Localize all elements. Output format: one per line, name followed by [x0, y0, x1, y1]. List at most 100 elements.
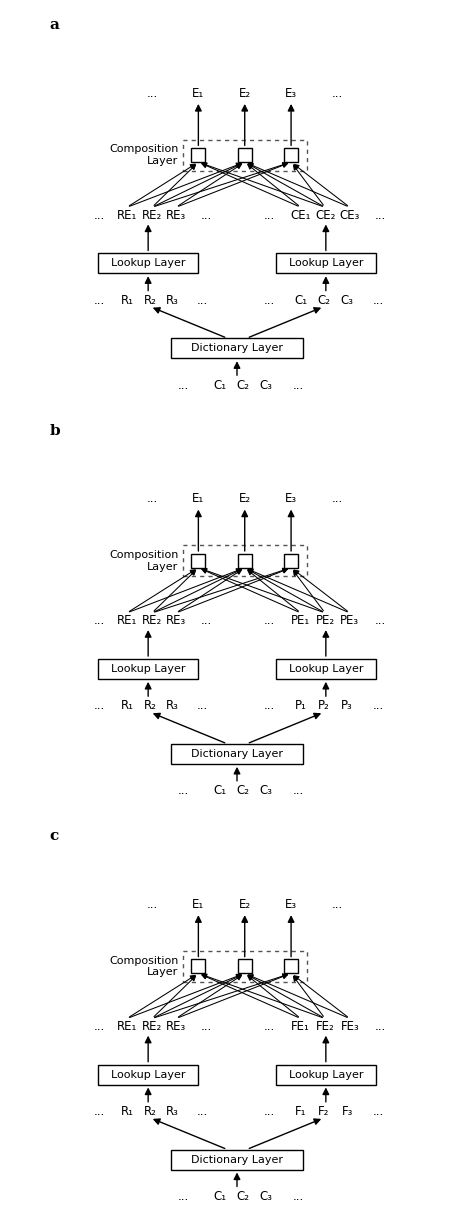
Text: Composition
Layer: Composition Layer — [109, 550, 178, 572]
Text: ...: ... — [94, 293, 106, 307]
Text: C₃: C₃ — [259, 785, 273, 797]
Text: RE₂: RE₂ — [142, 209, 162, 221]
Text: ...: ... — [264, 1020, 275, 1033]
Text: Dictionary Layer: Dictionary Layer — [191, 343, 283, 353]
Text: ...: ... — [375, 615, 386, 627]
Text: ...: ... — [373, 1105, 383, 1118]
Text: C₁: C₁ — [213, 785, 226, 797]
Text: FE₂: FE₂ — [316, 1020, 335, 1033]
Text: E₂: E₂ — [239, 898, 251, 912]
Text: R₃: R₃ — [165, 293, 179, 307]
Bar — [191, 148, 205, 163]
Text: RE₁: RE₁ — [117, 209, 137, 221]
Text: ...: ... — [264, 699, 275, 712]
Text: E₃: E₃ — [285, 87, 297, 100]
Bar — [98, 1064, 199, 1085]
Text: ...: ... — [94, 1020, 106, 1033]
Text: ...: ... — [375, 209, 386, 221]
Text: ...: ... — [201, 615, 212, 627]
Text: RE₃: RE₃ — [166, 615, 186, 627]
Text: Lookup Layer: Lookup Layer — [289, 258, 363, 269]
Text: F₁: F₁ — [295, 1105, 307, 1118]
Text: Lookup Layer: Lookup Layer — [111, 664, 185, 675]
Bar — [171, 744, 303, 764]
Text: C₁: C₁ — [213, 379, 226, 391]
Bar — [191, 959, 205, 974]
Text: ...: ... — [332, 898, 343, 912]
Text: ...: ... — [146, 898, 158, 912]
Text: CE₃: CE₃ — [339, 209, 360, 221]
Text: ...: ... — [94, 1105, 106, 1118]
Text: C₂: C₂ — [237, 785, 249, 797]
Bar — [284, 554, 298, 568]
Text: ...: ... — [293, 1190, 304, 1202]
Text: ...: ... — [264, 293, 275, 307]
Bar — [238, 148, 252, 163]
Text: ...: ... — [332, 87, 343, 100]
Text: ...: ... — [197, 293, 208, 307]
Text: C₂: C₂ — [237, 1190, 249, 1202]
Text: R₁: R₁ — [120, 293, 133, 307]
Text: Dictionary Layer: Dictionary Layer — [191, 1155, 283, 1165]
Text: P₁: P₁ — [295, 699, 307, 712]
Text: RE₃: RE₃ — [166, 209, 186, 221]
Text: ...: ... — [177, 785, 189, 797]
Bar — [284, 959, 298, 974]
Text: E₂: E₂ — [239, 87, 251, 100]
Text: ...: ... — [177, 379, 189, 391]
Text: P₂: P₂ — [318, 699, 330, 712]
Text: RE₁: RE₁ — [117, 1020, 137, 1033]
Text: RE₂: RE₂ — [142, 1020, 162, 1033]
Text: CE₁: CE₁ — [291, 209, 311, 221]
Bar — [183, 139, 307, 171]
Text: R₃: R₃ — [165, 699, 179, 712]
Text: Composition
Layer: Composition Layer — [109, 956, 178, 978]
Bar — [171, 338, 303, 358]
Text: Lookup Layer: Lookup Layer — [289, 1069, 363, 1079]
Text: C₂: C₂ — [237, 379, 249, 391]
Text: C₂: C₂ — [318, 293, 330, 307]
Text: R₂: R₂ — [144, 699, 156, 712]
Text: E₂: E₂ — [239, 492, 251, 506]
Text: R₂: R₂ — [144, 1105, 156, 1118]
Text: ...: ... — [146, 87, 158, 100]
Text: ...: ... — [94, 209, 106, 221]
Text: P₃: P₃ — [341, 699, 353, 712]
Text: ...: ... — [293, 785, 304, 797]
Text: E₁: E₁ — [192, 898, 204, 912]
Text: E₁: E₁ — [192, 87, 204, 100]
Text: RE₁: RE₁ — [117, 615, 137, 627]
Text: C₃: C₃ — [341, 293, 354, 307]
Text: Lookup Layer: Lookup Layer — [111, 258, 185, 269]
Text: ...: ... — [332, 492, 343, 506]
Bar — [238, 959, 252, 974]
Text: ...: ... — [146, 492, 158, 506]
Text: ...: ... — [293, 379, 304, 391]
Bar — [275, 659, 376, 679]
Bar — [191, 554, 205, 568]
Text: a: a — [50, 18, 60, 32]
Text: ...: ... — [264, 615, 275, 627]
Text: ...: ... — [197, 699, 208, 712]
Bar — [275, 1064, 376, 1085]
Text: CE₂: CE₂ — [315, 209, 335, 221]
Text: R₁: R₁ — [120, 699, 133, 712]
Text: F₃: F₃ — [341, 1105, 353, 1118]
Text: ...: ... — [94, 699, 106, 712]
Text: ...: ... — [197, 1105, 208, 1118]
Text: R₂: R₂ — [144, 293, 156, 307]
Text: E₃: E₃ — [285, 492, 297, 506]
Text: Dictionary Layer: Dictionary Layer — [191, 749, 283, 759]
Text: F₂: F₂ — [318, 1105, 329, 1118]
Text: ...: ... — [264, 209, 275, 221]
Text: ...: ... — [201, 209, 212, 221]
Bar — [275, 253, 376, 274]
Text: C₃: C₃ — [259, 1190, 273, 1202]
Text: Lookup Layer: Lookup Layer — [111, 1069, 185, 1079]
Text: PE₂: PE₂ — [316, 615, 335, 627]
Text: E₁: E₁ — [192, 492, 204, 506]
Text: ...: ... — [375, 1020, 386, 1033]
Text: ...: ... — [94, 615, 106, 627]
Text: FE₁: FE₁ — [292, 1020, 310, 1033]
Text: FE₃: FE₃ — [340, 1020, 359, 1033]
